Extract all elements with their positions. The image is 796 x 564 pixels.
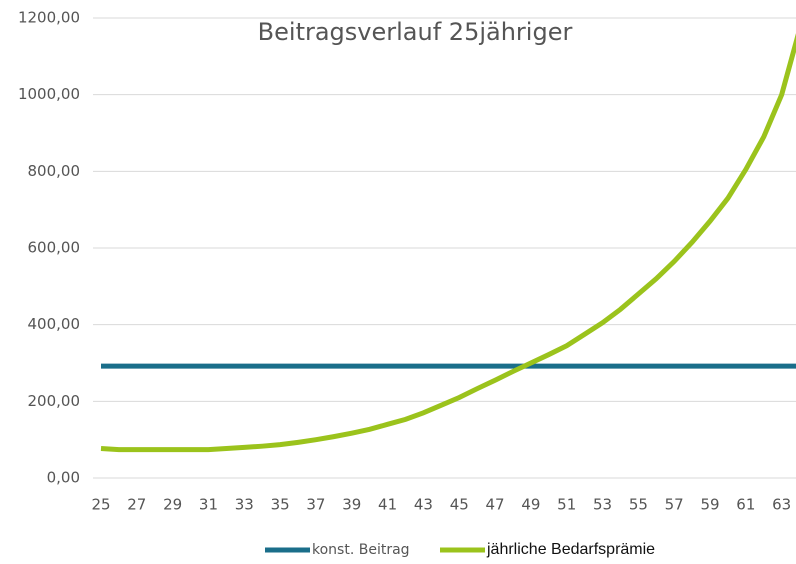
x-tick-label: 25 (91, 496, 110, 514)
y-tick-label: 200,00 (28, 392, 81, 410)
x-tick-label: 31 (199, 496, 218, 514)
x-tick-label: 53 (593, 496, 612, 514)
series-line (100, 33, 796, 453)
x-tick-label: 29 (163, 496, 182, 514)
y-tick-label: 800,00 (28, 162, 81, 180)
x-tick-label: 61 (736, 496, 755, 514)
x-tick-label: 63 (772, 496, 791, 514)
x-tick-label: 35 (271, 496, 290, 514)
y-tick-label: 1200,00 (18, 9, 80, 27)
x-tick-label: 57 (665, 496, 684, 514)
x-tick-label: 27 (127, 496, 146, 514)
x-tick-label: 43 (414, 496, 433, 514)
legend-label: konst. Beitrag (312, 542, 410, 558)
y-tick-label: 1000,00 (18, 85, 80, 103)
x-tick-label: 47 (486, 496, 505, 514)
x-tick-label: 39 (342, 496, 361, 514)
chart-title: Beitragsverlauf 25jähriger (258, 18, 573, 46)
x-tick-label: 51 (557, 496, 576, 514)
x-tick-label: 49 (521, 496, 540, 514)
x-tick-label: 59 (700, 496, 719, 514)
y-tick-label: 400,00 (28, 315, 81, 333)
x-tick-label: 45 (450, 496, 469, 514)
y-tick-label: 0,00 (47, 469, 80, 487)
x-tick-label: 41 (378, 496, 397, 514)
x-tick-label: 55 (629, 496, 648, 514)
y-tick-label: 600,00 (28, 239, 81, 257)
x-tick-label: 37 (306, 496, 325, 514)
x-tick-label: 33 (235, 496, 254, 514)
plot-area (100, 33, 796, 453)
legend-label: jährliche Bedarfsprämie (486, 541, 655, 558)
